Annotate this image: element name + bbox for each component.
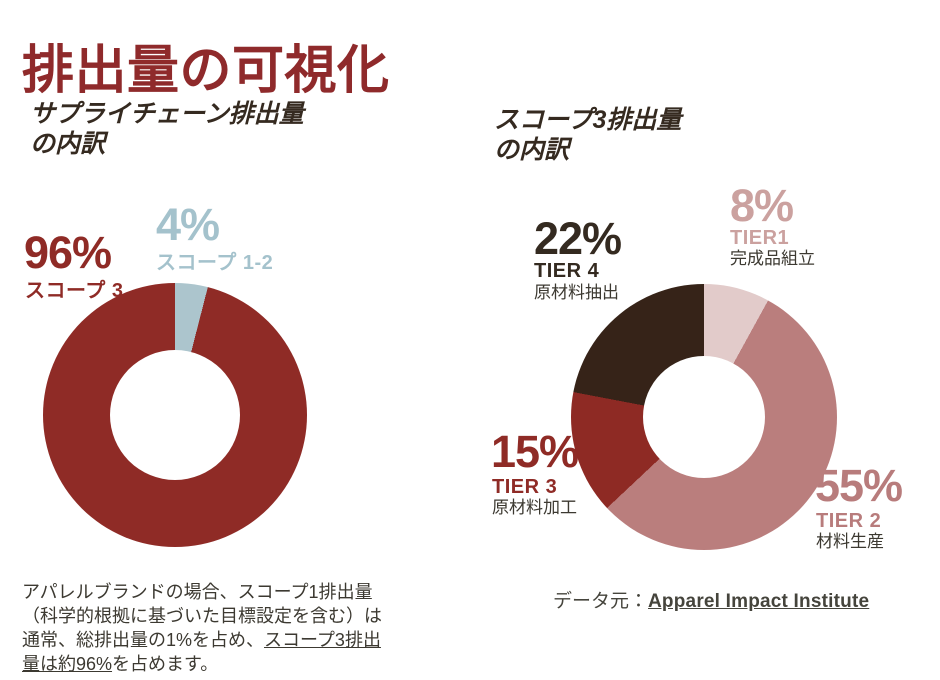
tier1-description: 完成品組立 [730, 249, 815, 268]
tier2-description: 材料生産 [816, 532, 884, 551]
right-chart-title: スコープ3排出量 の内訳 [494, 106, 681, 165]
scope3-breakdown-donut-chart [571, 284, 837, 550]
right-chart-title-line2: の内訳 [494, 135, 570, 164]
right-chart-title-line1: スコープ3排出量 [494, 106, 682, 134]
tier2-label: TIER 2 [816, 510, 882, 532]
tier3-label: TIER 3 [492, 476, 558, 498]
tier1-percent: 8% [730, 180, 794, 231]
tier4-description: 原材料抽出 [534, 283, 619, 302]
left-chart-title-line1: サプライチェーン排出量 [30, 100, 304, 128]
tier1-label: TIER1 [730, 227, 790, 249]
footnote-text-before: アパレルブランドの場合、スコープ1排出量（科学的根拠に基づいた目標設定を含む）は… [22, 582, 382, 651]
donut-hole [643, 356, 765, 478]
tier4-label: TIER 4 [534, 260, 600, 282]
left-chart-title: サプライチェーン排出量 の内訳 [30, 100, 304, 159]
left-chart-scope12-label: スコープ 1-2 [156, 252, 274, 274]
footnote-paragraph: アパレルブランドの場合、スコープ1排出量（科学的根拠に基づいた目標設定を含む）は… [22, 580, 396, 676]
supply-chain-donut-chart [43, 283, 307, 547]
apparel-impact-institute-link[interactable]: Apparel Impact Institute [648, 591, 870, 612]
donut-hole [110, 350, 240, 480]
tier4-percent: 22% [534, 213, 622, 264]
page-title: 排出量の可視化 [22, 41, 390, 100]
data-source-line: データ元：Apparel Impact Institute [553, 586, 869, 613]
footnote-text-after: を占めます。 [112, 654, 219, 675]
tier3-description: 原材料加工 [492, 498, 577, 517]
left-chart-scope3-percent: 96% [24, 227, 112, 278]
data-source-prefix: データ元： [553, 591, 649, 612]
tier2-percent: 55% [815, 460, 903, 511]
left-chart-scope3-label: スコープ 3 [25, 280, 124, 302]
left-chart-scope12-percent: 4% [156, 199, 220, 250]
footnote-scope3-link[interactable]: スコープ3排出量は約96% [22, 630, 381, 675]
left-chart-title-line2: の内訳 [30, 129, 106, 158]
tier3-percent: 15% [491, 426, 579, 477]
